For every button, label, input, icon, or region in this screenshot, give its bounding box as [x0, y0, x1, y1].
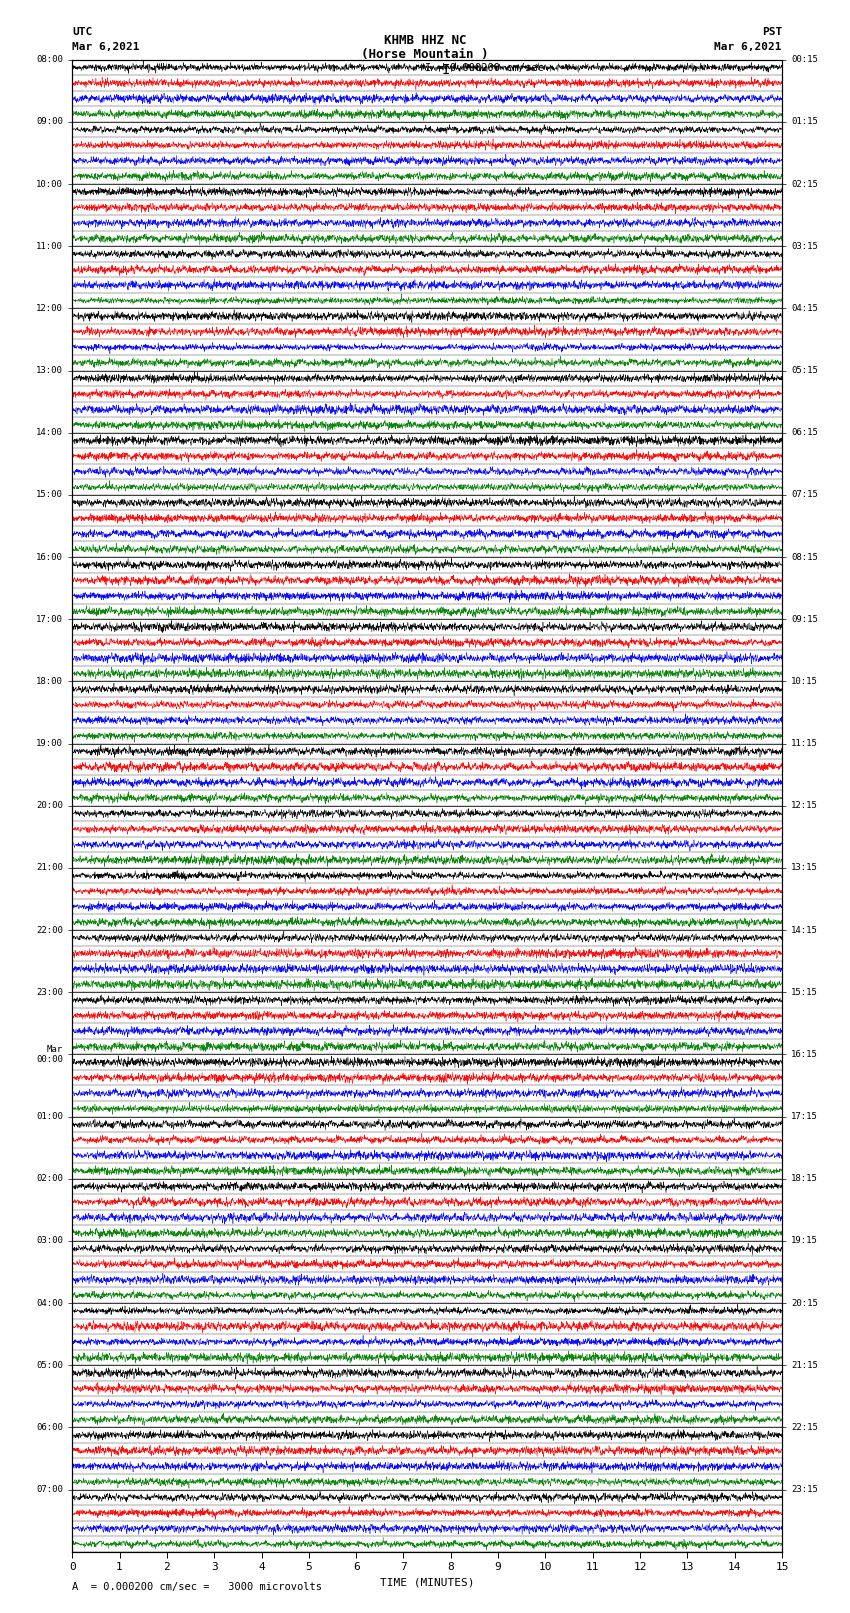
Text: (Horse Mountain ): (Horse Mountain )	[361, 48, 489, 61]
X-axis label: TIME (MINUTES): TIME (MINUTES)	[380, 1578, 474, 1587]
Text: I = 0.000200 cm/sec: I = 0.000200 cm/sec	[425, 63, 544, 73]
Text: A  = 0.000200 cm/sec =   3000 microvolts: A = 0.000200 cm/sec = 3000 microvolts	[72, 1582, 322, 1592]
Text: I: I	[442, 63, 450, 77]
Text: UTC: UTC	[72, 27, 93, 37]
Text: PST: PST	[762, 27, 782, 37]
Text: Mar 6,2021: Mar 6,2021	[715, 42, 782, 52]
Text: Mar 6,2021: Mar 6,2021	[72, 42, 139, 52]
Text: KHMB HHZ NC: KHMB HHZ NC	[383, 34, 467, 47]
